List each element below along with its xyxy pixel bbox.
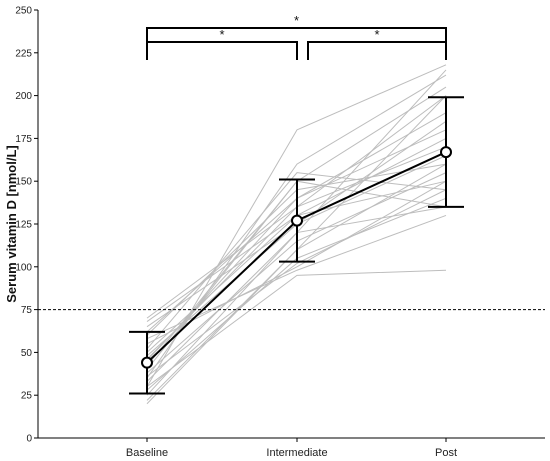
- x-tick-label: Post: [435, 447, 457, 459]
- significance-star: *: [374, 27, 379, 42]
- y-tick-label: 175: [15, 134, 32, 145]
- significance-bracket: [146, 41, 298, 60]
- significance-bracket: [146, 27, 447, 42]
- significance-star: *: [219, 27, 224, 42]
- y-tick-label: 100: [15, 262, 32, 273]
- y-tick-label: 0: [26, 434, 32, 445]
- axes: 0 25 50 75 100 125 150 175 200 225 250 Baseline Inte…: [15, 6, 545, 459]
- mean-series: [129, 96, 464, 395]
- y-tick-label: 200: [15, 91, 32, 102]
- significance-bracket: [307, 41, 447, 60]
- individual-line: [146, 189, 447, 377]
- individual-line: [146, 180, 447, 345]
- y-axis-label: Serum vitamin D [nmol/L]: [4, 145, 19, 302]
- individual-line: [146, 64, 447, 387]
- x-tick-label: Baseline: [126, 447, 168, 459]
- significance-star: *: [294, 13, 299, 28]
- mean-marker: [291, 214, 303, 227]
- mean-marker: [141, 356, 153, 369]
- individual-line: [146, 172, 447, 350]
- y-tick-label: 25: [21, 391, 33, 402]
- mean-marker: [440, 146, 452, 159]
- individual-line: [146, 269, 447, 388]
- y-tick-label: 150: [15, 177, 32, 188]
- y-tick-label: 50: [21, 348, 33, 359]
- significance-brackets: * * *: [146, 13, 447, 60]
- y-tick-label: 75: [21, 305, 33, 316]
- y-tick-label: 225: [15, 48, 32, 59]
- y-tick-label: 250: [15, 6, 32, 17]
- y-tick-label: 125: [15, 220, 32, 231]
- x-tick-label: Intermediate: [266, 447, 327, 459]
